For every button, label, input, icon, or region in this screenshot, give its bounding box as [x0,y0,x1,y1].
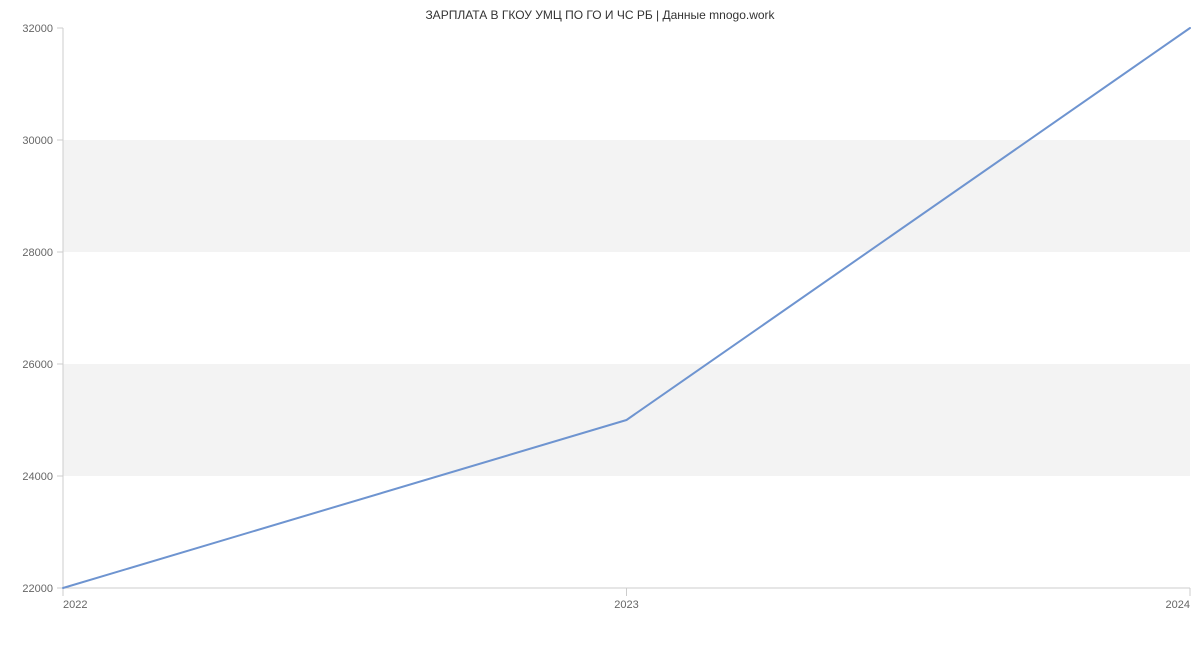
chart-svg: 22000 24000 26000 28000 30000 32000 2022 2023 20… [0,0,1200,650]
svg-text:2022: 2022 [63,599,87,611]
svg-text:2023: 2023 [614,599,638,611]
svg-text:22000: 22000 [22,583,53,595]
svg-text:26000: 26000 [22,359,53,371]
svg-text:24000: 24000 [22,471,53,483]
svg-text:2024: 2024 [1166,599,1190,611]
svg-text:28000: 28000 [22,247,53,259]
salary-chart: ЗАРПЛАТА В ГКОУ УМЦ ПО ГО И ЧС РБ | Данн… [0,0,1200,650]
svg-text:30000: 30000 [22,135,53,147]
svg-text:32000: 32000 [22,23,53,35]
